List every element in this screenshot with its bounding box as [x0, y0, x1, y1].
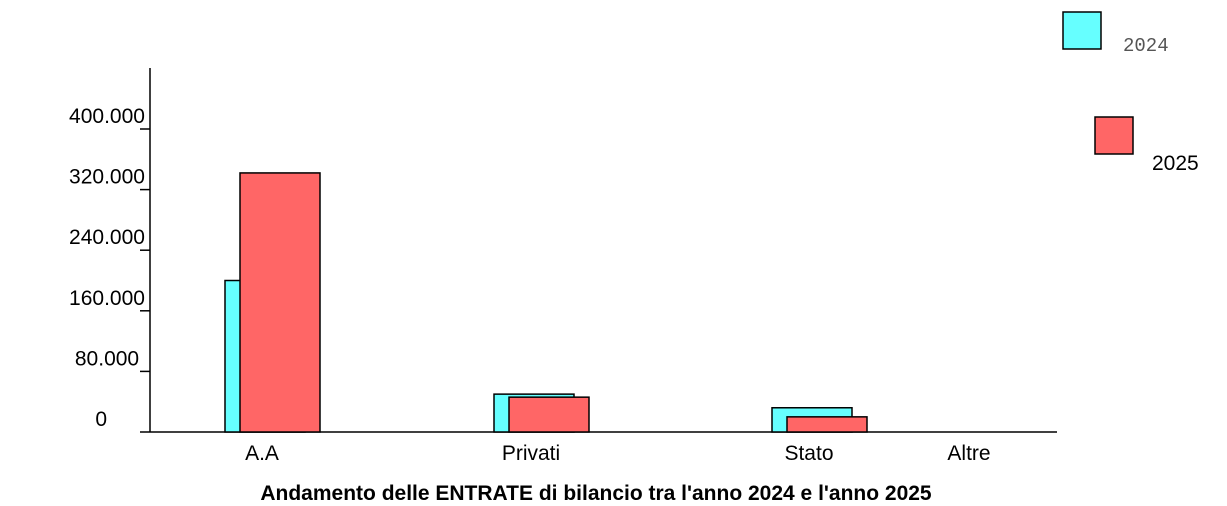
- legend-swatch-2024: [1062, 11, 1102, 50]
- bar-2025-aa: [239, 172, 321, 433]
- bars: [224, 172, 868, 433]
- bar-2025-stato: [786, 416, 868, 433]
- y-tick-label: 160.000: [69, 287, 145, 310]
- y-axis-ticks: 0 80.000 160.000 240.000 320.000 400.000: [69, 105, 150, 433]
- chart-title: Andamento delle ENTRATE di bilancio tra …: [260, 482, 932, 505]
- x-category-label: Altre: [947, 442, 990, 465]
- y-tick-label: 0: [95, 408, 107, 431]
- x-category-label: Privati: [502, 442, 560, 465]
- x-category-label: Stato: [784, 442, 833, 465]
- y-tick-label: 240.000: [69, 226, 145, 249]
- y-tick-label: 80.000: [75, 347, 139, 370]
- x-axis-labels: A.A Privati Stato Altre: [245, 442, 991, 465]
- bar-2025-privati: [508, 396, 590, 433]
- x-category-label: A.A: [245, 442, 279, 465]
- y-tick-label: 400.000: [69, 105, 145, 128]
- legend-label-2024: 2024: [1123, 35, 1169, 57]
- legend-swatch-2025: [1094, 116, 1134, 155]
- y-tick-label: 320.000: [69, 166, 145, 189]
- legend-label-2025: 2025: [1152, 152, 1199, 175]
- legend: 2024 2025: [1062, 11, 1199, 175]
